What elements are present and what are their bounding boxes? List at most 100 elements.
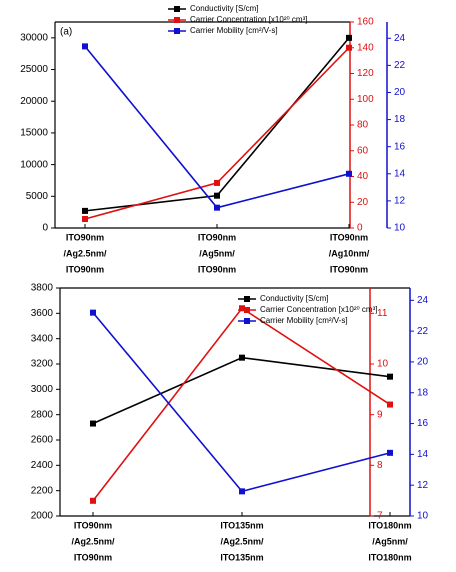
x-tick-label: ITO90nm — [74, 552, 112, 562]
data-point — [387, 401, 393, 408]
y-tick-label: 18 — [417, 387, 429, 398]
legend-marker — [244, 307, 250, 313]
data-point — [387, 449, 393, 456]
data-point — [239, 488, 245, 495]
y-tick-label: 3600 — [31, 308, 54, 319]
y-tick-label: 160 — [357, 17, 374, 28]
x-tick-label: /Ag2.5nm/ — [63, 248, 107, 258]
y-tick-label: 100 — [357, 94, 374, 105]
y-tick-label: 22 — [417, 326, 429, 337]
x-tick-label: /Ag2.5nm/ — [71, 536, 115, 546]
y-tick-label: 2200 — [31, 485, 54, 496]
legend-marker — [244, 296, 250, 302]
legend-label: Conductivity [S/cm] — [260, 294, 328, 303]
legend-marker — [174, 17, 180, 23]
x-tick-label: ITO90nm — [74, 520, 112, 530]
y-tick-label: 15000 — [20, 128, 48, 139]
data-point — [387, 373, 393, 380]
x-tick-label: /Ag10nm/ — [329, 248, 370, 258]
y-tick-label: 30000 — [20, 32, 48, 43]
y-tick-label: 14 — [417, 449, 429, 460]
y-tick-label: 3800 — [31, 283, 54, 294]
y-tick-label: 20000 — [20, 96, 48, 107]
y-tick-label: 2600 — [31, 435, 54, 446]
x-tick-label: /Ag5nm/ — [199, 248, 235, 258]
data-point — [346, 44, 352, 51]
y-tick-label: 3200 — [31, 359, 54, 370]
y-tick-label: 2000 — [31, 511, 54, 522]
y-tick-label: 140 — [357, 42, 374, 53]
series-line — [92, 356, 391, 425]
x-tick-label: ITO135nm — [220, 520, 263, 530]
y-tick-label: 22 — [394, 60, 406, 71]
y-tick-label: 20 — [417, 357, 429, 368]
y-tick-label: 12 — [417, 480, 429, 491]
y-tick-label: 2800 — [31, 409, 54, 420]
data-point — [214, 192, 220, 199]
data-point — [90, 420, 96, 427]
y-tick-label: 120 — [357, 68, 374, 79]
y-tick-label: 10 — [377, 359, 389, 370]
legend-marker — [244, 318, 250, 324]
y-tick-label: 3000 — [31, 384, 54, 395]
data-point — [82, 43, 88, 50]
y-tick-label: 80 — [357, 120, 369, 131]
legend-label: Carrier Mobility [cm²/V-s] — [260, 316, 348, 325]
legend-marker — [174, 28, 180, 34]
x-tick-label: ITO135nm — [220, 552, 263, 562]
x-tick-label: ITO90nm — [198, 232, 236, 242]
x-tick-label: /Ag5nm/ — [372, 536, 408, 546]
data-point — [90, 309, 96, 316]
data-point — [214, 204, 220, 211]
y-tick-label: 7 — [377, 511, 383, 522]
legend-label: Carrier Mobility [cm²/V-s] — [190, 26, 278, 35]
y-tick-label: 25000 — [20, 64, 48, 75]
annotation: (a) — [60, 27, 72, 38]
y-tick-label: 11 — [377, 308, 388, 319]
data-point — [82, 207, 88, 214]
y-tick-label: 12 — [394, 196, 406, 207]
y-tick-label: 16 — [417, 418, 429, 429]
legend-marker — [174, 6, 180, 12]
y-tick-label: 9 — [377, 409, 383, 420]
data-point — [346, 34, 352, 41]
data-point — [239, 354, 245, 361]
legend-label: Carrier Concentration [x10²⁰ cm³] — [190, 15, 307, 24]
y-tick-label: 5000 — [26, 191, 49, 202]
x-tick-label: ITO90nm — [66, 264, 104, 274]
x-tick-label: ITO90nm — [330, 264, 368, 274]
data-point — [214, 179, 220, 186]
x-tick-label: ITO180nm — [368, 520, 411, 530]
y-tick-label: 20 — [357, 197, 369, 208]
data-point — [82, 215, 88, 222]
y-tick-label: 0 — [42, 223, 48, 234]
x-tick-label: ITO90nm — [330, 232, 368, 242]
x-tick-label: ITO90nm — [198, 264, 236, 274]
y-tick-label: 60 — [357, 145, 369, 156]
x-tick-label: ITO180nm — [368, 552, 411, 562]
y-tick-label: 14 — [394, 168, 406, 179]
data-point — [239, 305, 245, 312]
y-tick-label: 0 — [357, 223, 363, 234]
legend-label: Conductivity [S/cm] — [190, 4, 258, 13]
y-tick-label: 10 — [394, 223, 406, 234]
y-tick-label: 10000 — [20, 159, 48, 170]
y-tick-label: 8 — [377, 460, 383, 471]
y-tick-label: 24 — [417, 295, 429, 306]
data-point — [90, 497, 96, 504]
y-tick-label: 2400 — [31, 460, 54, 471]
x-tick-label: /Ag2.5nm/ — [220, 536, 264, 546]
data-point — [346, 170, 352, 177]
y-tick-label: 24 — [394, 33, 406, 44]
series-line — [92, 312, 391, 493]
y-tick-label: 40 — [357, 171, 369, 182]
y-tick-label: 3400 — [31, 333, 54, 344]
y-tick-label: 20 — [394, 87, 406, 98]
legend-label: Carrier Concentration [x10²⁰ cm³] — [260, 305, 377, 314]
y-tick-label: 16 — [394, 141, 406, 152]
y-tick-label: 10 — [417, 511, 429, 522]
y-tick-label: 18 — [394, 114, 406, 125]
x-tick-label: ITO90nm — [66, 232, 104, 242]
